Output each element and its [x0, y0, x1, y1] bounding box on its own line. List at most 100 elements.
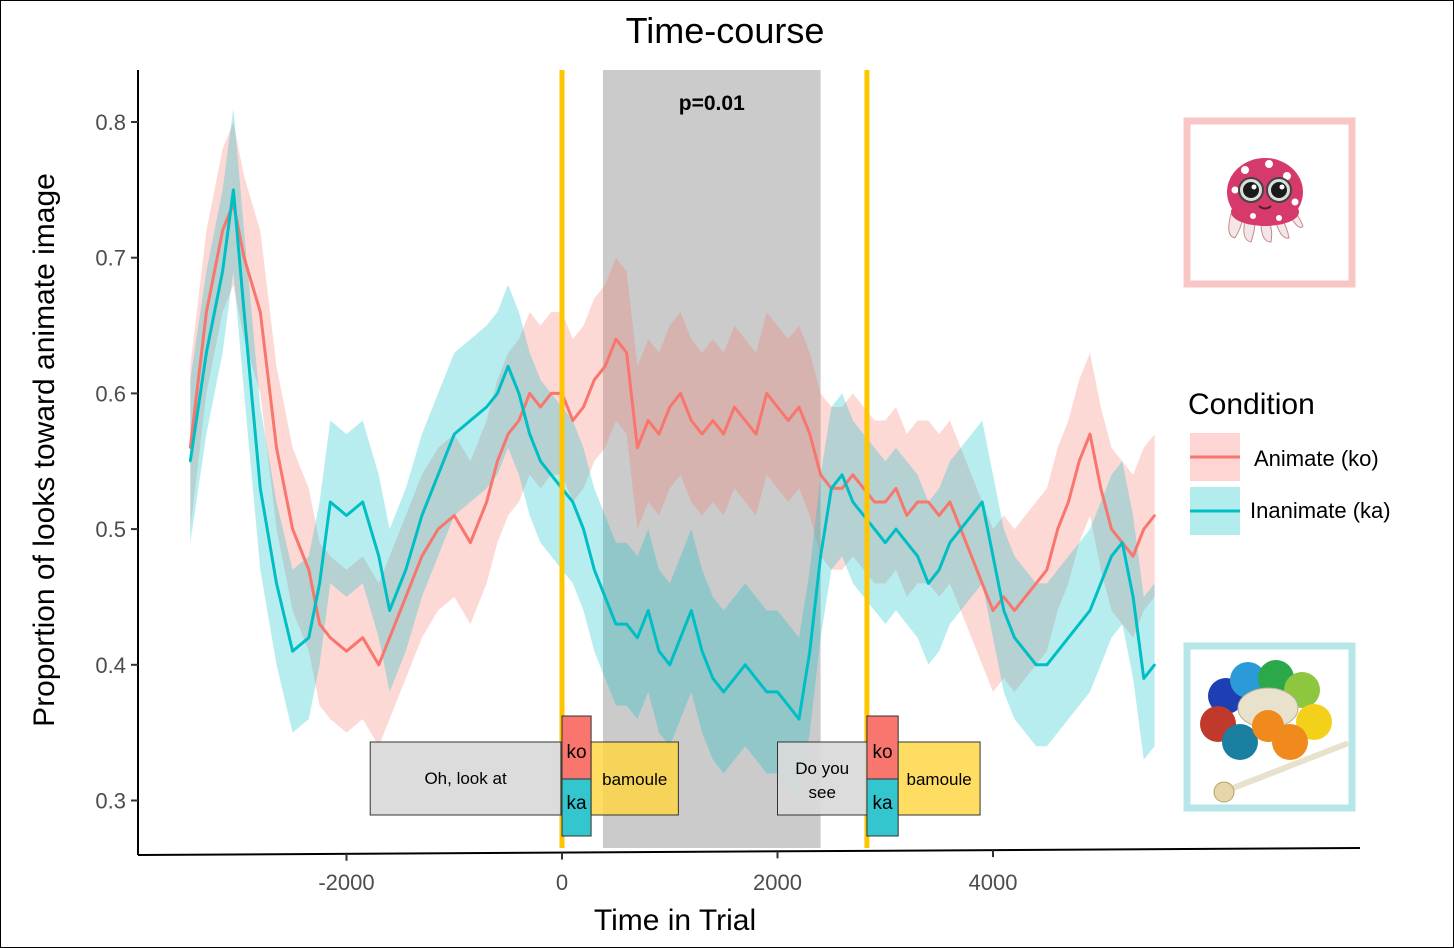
data-point-animate: [1142, 527, 1146, 531]
handbell-set-icon: [1183, 642, 1356, 812]
data-point-inanimate: [1142, 677, 1146, 680]
data-point-inanimate: [679, 636, 682, 639]
ribbon-animate: [190, 122, 1155, 747]
data-point-inanimate: [404, 568, 407, 571]
data-point-animate: [690, 419, 693, 422]
data-point-animate: [1078, 460, 1081, 463]
data-point-animate: [571, 419, 574, 422]
data-point-animate: [307, 568, 310, 571]
data-point-animate: [808, 432, 811, 436]
data-point-animate: [1045, 568, 1049, 571]
data-point-animate: [625, 351, 628, 354]
data-point-inanimate: [690, 609, 693, 612]
data-point-inanimate: [916, 555, 919, 558]
data-point-animate: [388, 636, 391, 639]
data-point-inanimate: [1002, 609, 1005, 612]
inanimate-word-label: ka: [873, 793, 894, 814]
data-point-animate: [1153, 514, 1156, 517]
data-point-inanimate: [275, 582, 278, 585]
data-point-inanimate: [291, 650, 294, 653]
data-point-animate: [593, 378, 596, 381]
data-point-animate: [485, 500, 488, 504]
data-point-inanimate: [625, 622, 628, 626]
data-point-animate: [275, 446, 278, 449]
y-tick-label: 0.7: [95, 246, 126, 271]
noun-box: [590, 741, 679, 816]
data-point-inanimate: [420, 514, 424, 517]
data-point-inanimate: [959, 527, 962, 531]
data-point-animate: [948, 500, 952, 504]
x-tick-label: 0: [556, 870, 568, 895]
data-point-animate: [765, 392, 768, 395]
data-point-inanimate: [776, 690, 779, 694]
chart-title: Time-course: [626, 10, 825, 51]
data-point-inanimate: [593, 568, 596, 571]
octopus-plush-toy-icon: [1183, 117, 1356, 288]
data-point-animate: [819, 473, 822, 476]
noun-label: bamoule: [602, 770, 667, 789]
data-point-animate: [744, 419, 747, 422]
data-point-animate: [754, 432, 758, 436]
p-value-label: p=0.01: [679, 92, 745, 115]
data-point-animate: [539, 405, 542, 409]
data-point-animate: [1088, 432, 1092, 436]
data-point-inanimate: [517, 392, 521, 395]
data-point-inanimate: [787, 704, 790, 707]
data-point-inanimate: [991, 555, 995, 558]
data-point-animate: [981, 582, 984, 585]
data-point-inanimate: [765, 690, 768, 694]
data-point-animate: [711, 419, 715, 422]
data-point-inanimate: [506, 365, 510, 368]
data-point-inanimate: [361, 500, 364, 504]
data-point-animate: [840, 487, 844, 490]
data-point-inanimate: [582, 527, 585, 531]
data-point-animate: [937, 514, 941, 517]
data-point-inanimate: [377, 555, 380, 558]
data-point-animate: [700, 432, 704, 436]
noun-box: [897, 741, 981, 816]
data-point-animate: [1034, 582, 1038, 585]
data-point-inanimate: [189, 460, 192, 463]
data-point-inanimate: [711, 677, 715, 680]
data-point-inanimate: [840, 473, 844, 476]
data-point-animate: [991, 609, 995, 612]
sentence-box: [777, 741, 868, 816]
animate-word-label: ko: [873, 742, 893, 763]
data-point-animate: [636, 446, 639, 449]
y-tick-label: 0.3: [95, 789, 126, 814]
data-point-animate: [1110, 527, 1113, 531]
animate-word-label: ko: [567, 742, 587, 763]
data-point-animate: [927, 500, 930, 504]
data-point-animate: [797, 405, 801, 409]
sentence-box: [369, 741, 562, 816]
data-point-animate: [668, 405, 671, 409]
data-point-inanimate: [744, 663, 747, 666]
axis-ticks: 0.3 0.4 0.5 0.6 0.7 0.8 -2000 0 2000 4000: [95, 110, 1017, 895]
data-point-animate: [318, 622, 321, 626]
sentence-text: Oh, look at: [424, 769, 506, 788]
legend-label-inanimate: Inanimate (ka): [1250, 498, 1391, 523]
data-point-animate: [970, 555, 973, 558]
legend: Condition Animate (ko) Inanimate (ka): [1188, 388, 1391, 535]
data-point-inanimate: [830, 487, 833, 490]
series-lines: [188, 188, 1156, 721]
data-point-inanimate: [948, 541, 952, 544]
data-point-animate: [453, 514, 456, 517]
data-point-animate: [550, 392, 553, 395]
data-point-inanimate: [1121, 541, 1124, 544]
data-point-animate: [884, 500, 887, 504]
x-axis-line: [137, 847, 1361, 856]
confidence-ribbons: [190, 108, 1155, 801]
data-point-inanimate: [733, 677, 736, 680]
data-point-inanimate: [905, 541, 908, 544]
data-point-inanimate: [1056, 650, 1059, 653]
data-point-animate: [205, 310, 208, 314]
data-point-animate: [221, 229, 224, 232]
data-point-animate: [582, 405, 585, 409]
data-point-inanimate: [647, 609, 650, 612]
data-point-animate: [1056, 527, 1059, 531]
data-point-animate: [776, 405, 779, 409]
data-point-inanimate: [1078, 622, 1081, 626]
data-point-inanimate: [329, 500, 332, 504]
